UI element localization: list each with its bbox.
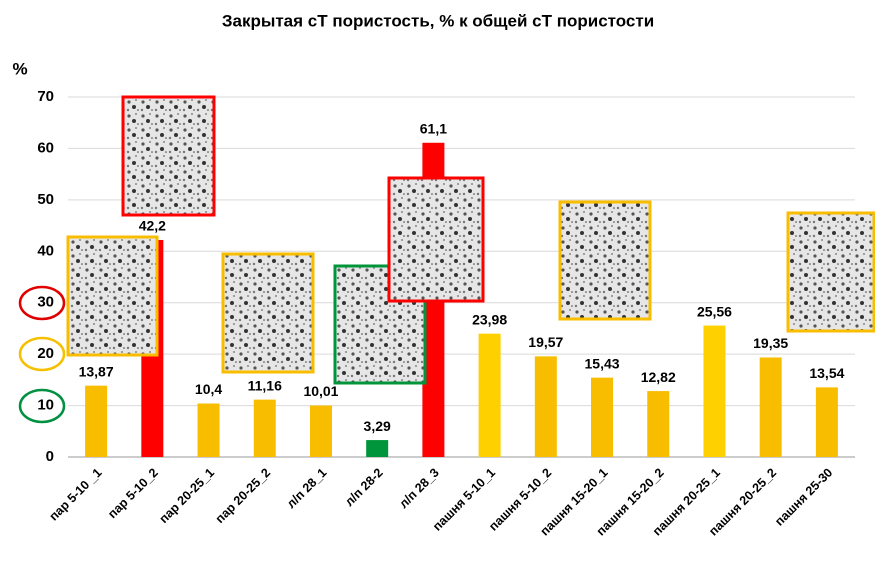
image — [121, 95, 216, 217]
bar — [703, 325, 726, 457]
value-label: 19,57 — [528, 334, 563, 350]
y-tick-label: 60 — [37, 139, 54, 156]
value-label: 13,87 — [79, 363, 114, 379]
x-tick-label: пар 20-25_1 — [157, 466, 217, 526]
y-tick-label: 50 — [37, 191, 54, 208]
image — [387, 176, 485, 303]
x-tick-label: л/п 28-2 — [342, 466, 385, 509]
value-label: 13,54 — [809, 365, 844, 381]
value-label: 23,98 — [472, 311, 507, 327]
x-tick-label: пашня 25-30 — [772, 466, 835, 529]
value-label: 12,82 — [641, 369, 676, 385]
value-label: 11,16 — [248, 377, 282, 393]
value-label: 3,29 — [364, 418, 391, 434]
bar — [534, 356, 557, 457]
x-tick-label: пар 5-10 _1 — [47, 466, 105, 524]
x-tick-label: пар 5-10_2 — [105, 466, 161, 522]
value-label: 25,56 — [697, 303, 732, 319]
circle-yellow — [18, 336, 66, 372]
x-tick-label: л/п 28_1 — [284, 466, 329, 511]
circle-green — [18, 388, 66, 424]
legend-circles — [18, 285, 66, 424]
value-label: 15,43 — [585, 355, 620, 371]
chart-title: Закрытая сТ пористость, % к общей сТ пор… — [222, 11, 654, 30]
y-axis-label: % — [12, 59, 27, 78]
bar — [591, 377, 614, 457]
image — [66, 235, 159, 357]
y-tick-label: 10 — [37, 397, 54, 414]
x-tick-label: л/п 28_3 — [396, 466, 441, 511]
bar — [815, 387, 838, 457]
micro-images — [66, 95, 875, 385]
bar — [478, 333, 501, 457]
value-label: 10,01 — [303, 383, 338, 399]
y-tick-label: 0 — [46, 448, 54, 465]
bar — [759, 357, 782, 457]
bar — [366, 440, 389, 457]
y-tick-label: 70 — [37, 88, 54, 105]
value-label: 42,2 — [139, 218, 166, 234]
value-label: 61,1 — [420, 120, 447, 136]
value-label: 19,35 — [753, 335, 788, 351]
image — [558, 200, 652, 321]
bar — [85, 385, 108, 457]
y-tick-label: 20 — [37, 345, 54, 362]
bar — [309, 405, 332, 457]
image — [221, 252, 315, 374]
image — [786, 211, 875, 333]
y-tick-label: 30 — [37, 294, 54, 311]
bar — [197, 403, 220, 457]
circle-red — [18, 285, 66, 321]
value-label: 10,4 — [195, 381, 222, 397]
x-tick-label: пар 20-25_2 — [213, 466, 273, 526]
bar — [647, 391, 670, 457]
bar — [253, 399, 276, 457]
y-tick-label: 40 — [37, 242, 54, 259]
